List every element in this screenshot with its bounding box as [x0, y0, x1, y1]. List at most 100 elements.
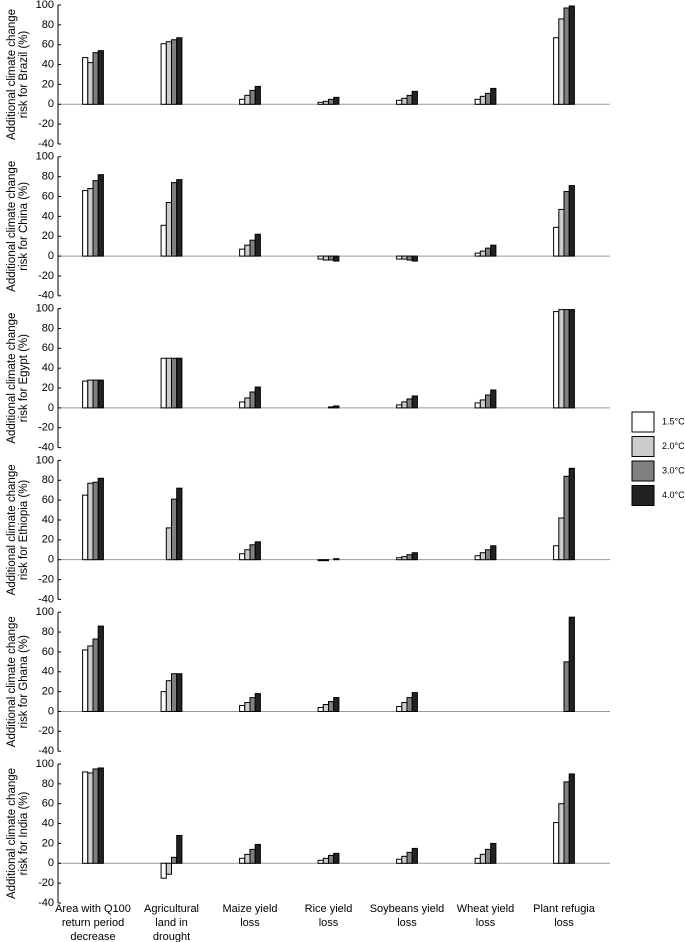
x-tick-label: decrease — [70, 931, 115, 942]
bar — [82, 190, 89, 257]
bar — [92, 379, 99, 409]
x-tick-label: loss — [476, 917, 496, 929]
bar — [553, 226, 560, 257]
bar — [328, 406, 335, 409]
bar — [82, 57, 89, 105]
y-tick-label: 60 — [42, 190, 54, 202]
bar — [396, 404, 403, 409]
bar — [82, 771, 89, 864]
y-tick-label: 0 — [48, 250, 54, 262]
legend-swatch — [631, 436, 655, 457]
y-axis-label: Additional climate change — [6, 464, 18, 595]
bar — [171, 498, 178, 561]
bar — [171, 39, 178, 105]
bar — [249, 391, 256, 409]
bar — [171, 357, 178, 409]
bar — [333, 255, 340, 262]
bar — [328, 854, 335, 864]
bar — [249, 544, 256, 561]
y-tick-label: 100 — [36, 151, 54, 163]
bar — [479, 853, 486, 864]
y-tick-label: -40 — [38, 897, 54, 909]
y-tick-label: 100 — [36, 606, 54, 618]
bar — [553, 822, 560, 864]
bar — [317, 559, 324, 562]
y-tick-label: -20 — [38, 573, 54, 585]
y-tick-label: 40 — [42, 666, 54, 678]
y-tick-label: 0 — [48, 98, 54, 110]
bar — [406, 697, 413, 712]
bar — [160, 43, 167, 105]
bar — [249, 239, 256, 257]
bar — [563, 309, 570, 409]
bar — [239, 553, 246, 561]
bar — [165, 201, 173, 257]
bar — [485, 549, 492, 561]
y-tick-label: 80 — [42, 19, 54, 31]
bar — [406, 851, 413, 864]
y-tick-label: -40 — [38, 138, 54, 150]
bar — [176, 37, 183, 105]
bar — [558, 18, 565, 105]
bar — [490, 545, 497, 561]
x-tick-label: Area with Q100 — [55, 903, 131, 915]
y-tick-label: 20 — [42, 230, 54, 242]
y-tick-label: -40 — [38, 593, 54, 605]
y-tick-label: -20 — [38, 877, 54, 889]
bar — [176, 179, 183, 257]
bar — [411, 692, 418, 712]
y-tick-label: 0 — [48, 705, 54, 717]
legend-label: 1.5°C — [662, 416, 685, 426]
x-tick-label: loss — [240, 917, 260, 929]
bar — [328, 255, 335, 261]
bar — [244, 853, 251, 864]
bar — [254, 843, 261, 864]
bar — [317, 707, 324, 712]
y-tick-label: -20 — [38, 725, 54, 737]
bar — [568, 185, 575, 257]
bar — [176, 487, 183, 561]
bar — [92, 638, 99, 712]
y-tick-label: 40 — [42, 362, 54, 374]
bar — [396, 706, 403, 712]
legend-swatch — [631, 460, 655, 482]
x-tick-label: Maize yield — [222, 903, 277, 915]
y-axis-label: Additional climate change — [6, 161, 18, 292]
bar — [485, 394, 492, 409]
bar — [176, 357, 183, 409]
bar — [97, 767, 104, 864]
bar — [171, 673, 178, 712]
bar — [254, 85, 261, 105]
bar — [396, 858, 403, 864]
bar — [239, 98, 246, 105]
bar — [92, 768, 99, 864]
bar — [558, 517, 565, 561]
bar — [479, 95, 486, 105]
y-tick-label: 60 — [42, 646, 54, 658]
y-axis-label: Additional climate change — [6, 616, 18, 747]
bar — [406, 554, 413, 561]
bar — [490, 244, 497, 257]
y-tick-label: 40 — [42, 817, 54, 829]
bar — [176, 834, 183, 864]
bar — [479, 250, 486, 257]
bar — [479, 399, 486, 409]
bar — [244, 94, 251, 105]
bar — [92, 52, 99, 105]
y-tick-label: 80 — [42, 322, 54, 334]
bar — [401, 97, 408, 105]
bar — [239, 248, 246, 257]
bar — [553, 37, 560, 105]
x-tick-label: Agricultural — [144, 903, 199, 915]
bar — [92, 481, 99, 561]
y-tick-label: 100 — [36, 0, 54, 11]
y-tick-label: -20 — [38, 118, 54, 130]
bar — [254, 233, 261, 257]
bar — [558, 208, 565, 257]
bar — [485, 848, 492, 864]
bar — [490, 87, 497, 105]
bar — [396, 99, 403, 105]
x-tick-label: loss — [554, 917, 574, 929]
bar — [249, 697, 256, 712]
bar — [411, 90, 418, 105]
